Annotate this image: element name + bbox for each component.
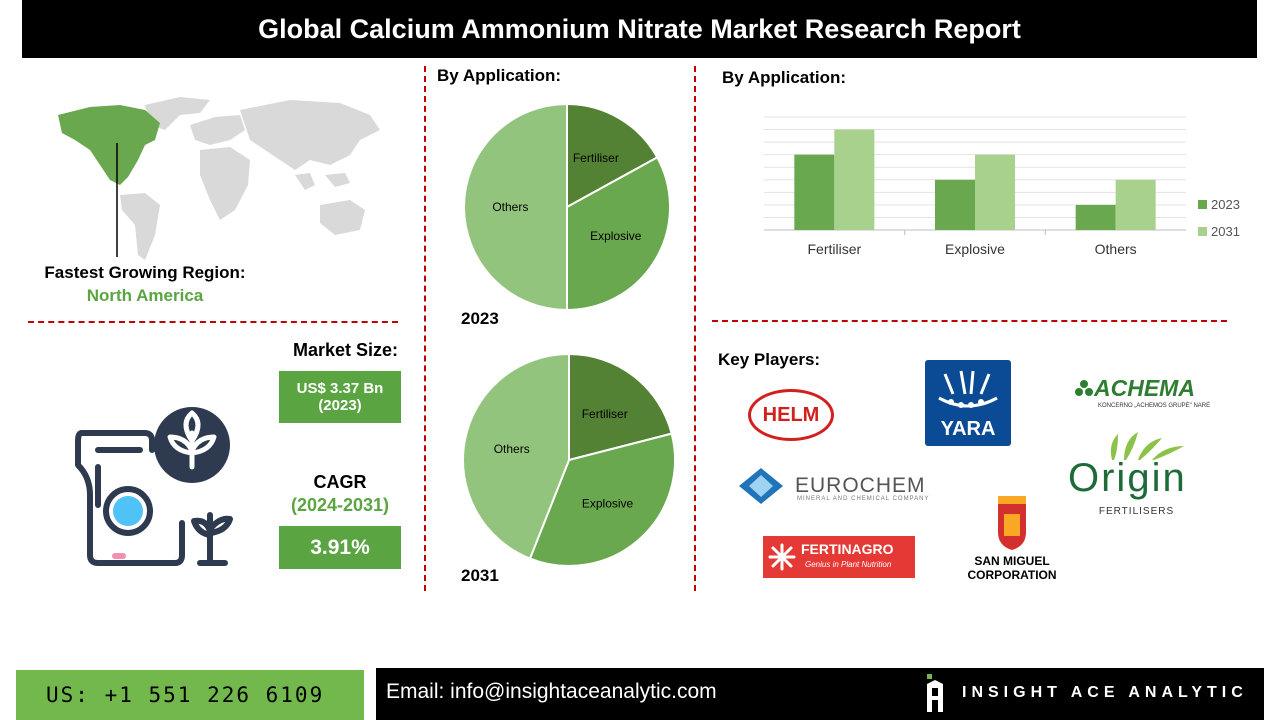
origin-logo-subtext: FERTILISERS bbox=[1098, 506, 1175, 517]
region-label: Fastest Growing Region: bbox=[44, 263, 246, 282]
pie-slice-explosive bbox=[566, 156, 671, 312]
pie-label-explosive: Explosive bbox=[582, 497, 634, 511]
bar-chart: Fertiliser Explosive Others 2023 2031 bbox=[764, 116, 1240, 257]
origin-logo-text: Origin bbox=[1068, 456, 1187, 500]
north-america-highlight bbox=[58, 105, 160, 185]
pie-label-others: Others bbox=[494, 442, 530, 456]
san-miguel-crest-icon bbox=[998, 496, 1026, 550]
legend-label-2031: 2031 bbox=[1211, 224, 1240, 239]
footer-email[interactable]: Email: info@insightaceanalytic.com bbox=[386, 680, 717, 703]
fertinagro-flower-icon bbox=[768, 543, 796, 571]
pie-slice-fertiliser bbox=[566, 102, 659, 209]
world-map bbox=[58, 97, 380, 260]
bar-category-label: Others bbox=[1095, 241, 1137, 257]
achema-leaf-icon bbox=[1075, 380, 1093, 396]
market-size-value-line2: (2023) bbox=[318, 397, 362, 414]
divider-right-horizontal bbox=[712, 320, 1227, 322]
region-value: North America bbox=[86, 286, 204, 305]
pie-slice-others bbox=[463, 102, 568, 312]
cagr-value: 3.91% bbox=[279, 526, 401, 569]
legend-label-2023: 2023 bbox=[1211, 197, 1240, 212]
origin-logo: Origin FERTILISERS bbox=[1064, 430, 1209, 520]
insight-ace-logo-icon bbox=[927, 674, 943, 712]
helm-logo-text: HELM bbox=[762, 403, 820, 426]
bar-fertiliser-2023 bbox=[794, 154, 835, 230]
footer-brand: INSIGHT ACE ANALYTIC bbox=[962, 684, 1248, 701]
achema-logo: ACHEMA KONCERNO „ACHEMOS GRUPĖ" NARĖ bbox=[1072, 375, 1212, 415]
cagr-label: CAGR bbox=[313, 472, 367, 492]
pie-2031-year: 2031 bbox=[461, 566, 499, 585]
page-title: Global Calcium Ammonium Nitrate Market R… bbox=[22, 0, 1257, 58]
eurochem-logo-subtext: MINERAL AND CHEMICAL COMPANY bbox=[797, 496, 930, 502]
bar-section-title: By Application: bbox=[722, 68, 847, 87]
bar-fertiliser-2031 bbox=[834, 129, 875, 230]
fertinagro-logo-text: FERTINAGRO bbox=[801, 541, 894, 557]
yara-ship-icon bbox=[938, 370, 998, 408]
achema-logo-subtext: KONCERNO „ACHEMOS GRUPĖ" NARĖ bbox=[1098, 403, 1211, 409]
divider-left-horizontal bbox=[28, 321, 398, 323]
legend-swatch-2031 bbox=[1198, 227, 1207, 236]
divider-right bbox=[694, 66, 696, 591]
footer-phone[interactable]: US: +1 551 226 6109 bbox=[16, 670, 364, 720]
pie-label-explosive: Explosive bbox=[590, 229, 642, 243]
footer-bar: Email: info@insightaceanalytic.com INSIG… bbox=[376, 668, 1264, 720]
pie-label-others: Others bbox=[492, 200, 528, 214]
bar-explosive-2023 bbox=[935, 179, 975, 230]
pie-slice-fertiliser bbox=[568, 352, 673, 462]
cagr-period: (2024-2031) bbox=[290, 495, 390, 515]
market-size-value: US$ 3.37 Bn (2023) bbox=[279, 371, 401, 423]
san-miguel-logo-text-2: CORPORATION bbox=[967, 568, 1057, 582]
fertinagro-logo: FERTINAGRO Genius in Plant Nutrition bbox=[763, 536, 915, 578]
san-miguel-logo: SAN MIGUEL CORPORATION bbox=[958, 494, 1066, 584]
pie-label-fertiliser: Fertiliser bbox=[582, 407, 628, 421]
pie-chart-2031: Fertiliser Explosive Others bbox=[462, 352, 676, 567]
origin-leaves-icon bbox=[1110, 432, 1184, 460]
yara-logo: YARA bbox=[925, 360, 1011, 446]
pie-chart-2023: Fertiliser Explosive Others bbox=[463, 102, 671, 312]
san-miguel-logo-text-1: SAN MIGUEL bbox=[974, 554, 1050, 568]
market-size-value-line1: US$ 3.37 Bn bbox=[296, 380, 384, 397]
bar-category-label: Fertiliser bbox=[807, 241, 861, 257]
helm-logo: HELM bbox=[748, 389, 834, 441]
eurochem-diamond-icon bbox=[739, 468, 783, 504]
legend-swatch-2023 bbox=[1198, 200, 1207, 209]
bar-category-label: Explosive bbox=[945, 241, 1005, 257]
key-players-title: Key Players: bbox=[718, 350, 821, 369]
pie-slice-others bbox=[462, 352, 570, 560]
pie-section-title: By Application: bbox=[437, 66, 562, 85]
eurochem-logo: EUROCHEM MINERAL AND CHEMICAL COMPANY bbox=[737, 466, 937, 506]
bar-others-2023 bbox=[1075, 204, 1116, 230]
divider-left bbox=[424, 66, 426, 591]
fertinagro-logo-subtext: Genius in Plant Nutrition bbox=[805, 560, 892, 569]
pie-slice-explosive bbox=[528, 432, 676, 567]
market-size-label: Market Size: bbox=[292, 340, 398, 360]
yara-logo-text: YARA bbox=[940, 418, 996, 440]
eurochem-logo-text: EUROCHEM bbox=[795, 474, 926, 497]
bar-explosive-2031 bbox=[975, 154, 1015, 230]
pie-label-fertiliser: Fertiliser bbox=[573, 151, 619, 165]
achema-logo-text: ACHEMA bbox=[1094, 375, 1195, 401]
bar-others-2031 bbox=[1115, 179, 1156, 230]
pie-2023-year: 2023 bbox=[461, 309, 499, 328]
fertilizer-bag-icon bbox=[75, 407, 233, 566]
